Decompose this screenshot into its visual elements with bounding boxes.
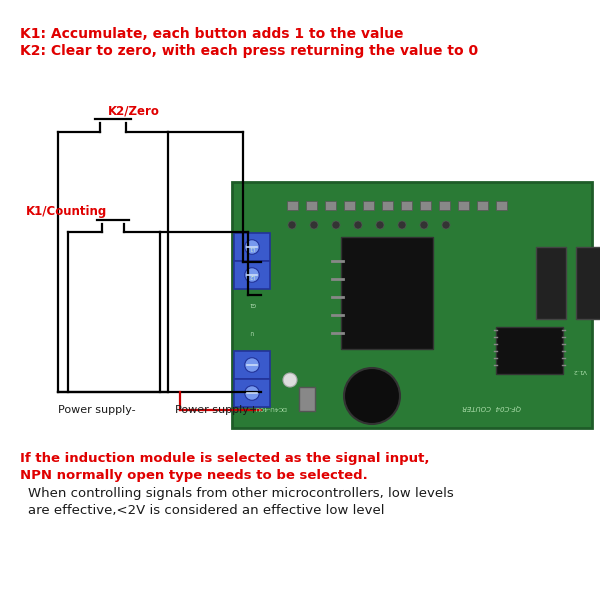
FancyBboxPatch shape [234, 233, 270, 261]
FancyBboxPatch shape [439, 200, 449, 209]
FancyBboxPatch shape [382, 200, 392, 209]
Circle shape [288, 221, 296, 229]
Circle shape [376, 221, 384, 229]
Text: K1: Accumulate, each button adds 1 to the value: K1: Accumulate, each button adds 1 to th… [20, 27, 404, 41]
FancyBboxPatch shape [234, 351, 270, 379]
Circle shape [332, 221, 340, 229]
FancyBboxPatch shape [458, 200, 469, 209]
Circle shape [245, 240, 259, 254]
Circle shape [398, 221, 406, 229]
FancyBboxPatch shape [234, 261, 270, 289]
FancyBboxPatch shape [287, 200, 298, 209]
Text: K2/Zero: K2/Zero [108, 104, 160, 117]
FancyBboxPatch shape [419, 200, 431, 209]
FancyBboxPatch shape [341, 237, 433, 349]
Text: DC4U-40U: DC4U-40U [254, 405, 286, 410]
Circle shape [245, 386, 259, 400]
Circle shape [245, 358, 259, 372]
Text: U: U [250, 329, 254, 334]
FancyBboxPatch shape [232, 182, 592, 428]
FancyBboxPatch shape [362, 200, 373, 209]
Text: If the induction module is selected as the signal input,: If the induction module is selected as t… [20, 452, 430, 465]
FancyBboxPatch shape [234, 379, 270, 407]
FancyBboxPatch shape [496, 200, 506, 209]
FancyBboxPatch shape [343, 200, 355, 209]
Circle shape [442, 221, 450, 229]
Text: K1/Counting: K1/Counting [26, 205, 107, 218]
Circle shape [310, 221, 318, 229]
FancyBboxPatch shape [536, 247, 566, 319]
Circle shape [420, 221, 428, 229]
Text: K2: Clear to zero, with each press returning the value to 0: K2: Clear to zero, with each press retur… [20, 44, 478, 58]
Text: V1.2: V1.2 [573, 368, 587, 373]
FancyBboxPatch shape [305, 200, 317, 209]
Text: When controlling signals from other microcontrollers, low levels: When controlling signals from other micr… [28, 487, 454, 500]
FancyBboxPatch shape [299, 387, 315, 411]
Text: are effective,<2V is considered an effective low level: are effective,<2V is considered an effec… [28, 504, 385, 517]
FancyBboxPatch shape [476, 200, 487, 209]
Text: Power supply-: Power supply- [58, 405, 136, 415]
Text: QF-C04  COUTER: QF-C04 COUTER [462, 404, 521, 410]
Circle shape [344, 368, 400, 424]
Text: Power supply+: Power supply+ [175, 405, 258, 415]
FancyBboxPatch shape [576, 247, 600, 319]
FancyBboxPatch shape [401, 200, 412, 209]
Circle shape [354, 221, 362, 229]
FancyBboxPatch shape [325, 200, 335, 209]
Text: G1: G1 [248, 301, 256, 305]
FancyBboxPatch shape [496, 327, 563, 374]
Circle shape [245, 268, 259, 282]
Text: NPN normally open type needs to be selected.: NPN normally open type needs to be selec… [20, 469, 368, 482]
Text: L2: L2 [249, 272, 255, 277]
Text: L1: L1 [249, 245, 255, 250]
Circle shape [283, 373, 297, 387]
